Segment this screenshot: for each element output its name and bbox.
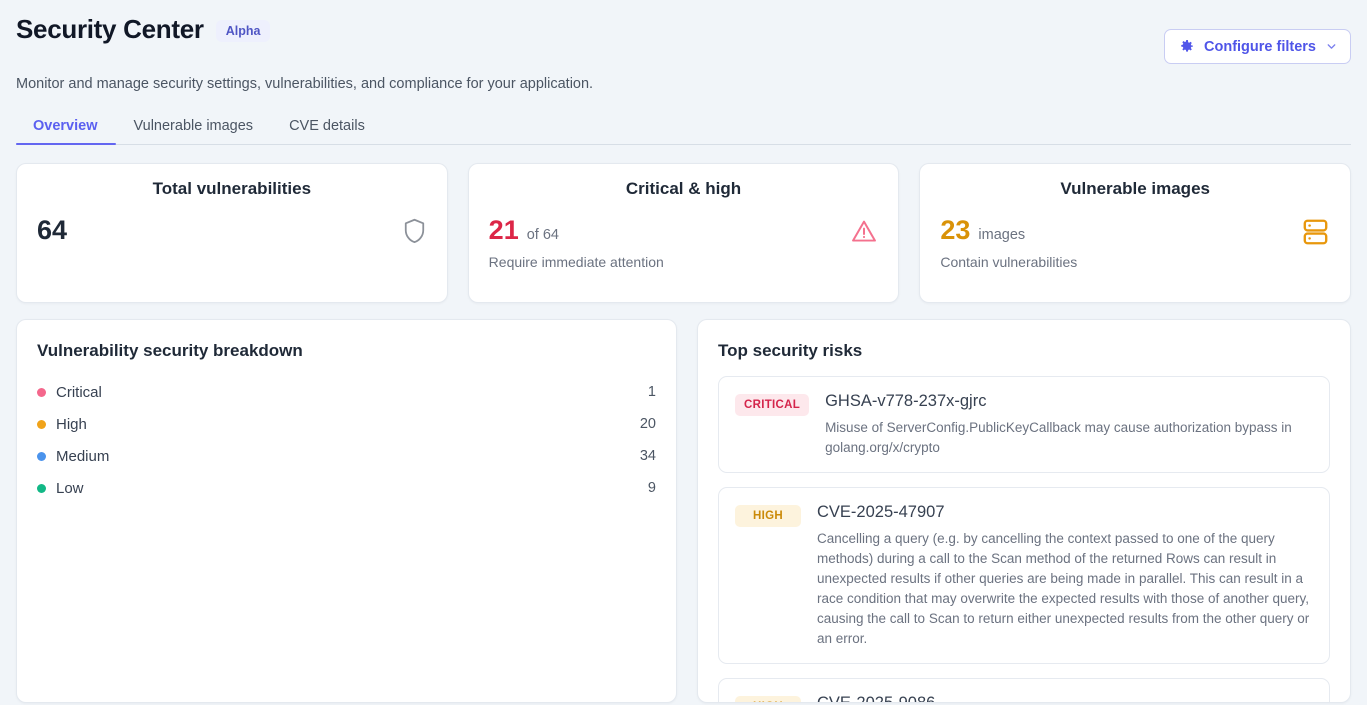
status-badge: HIGH [735,505,801,527]
chevron-down-icon [1325,40,1338,53]
panels-row: Vulnerability security breakdown Critica… [16,319,1351,703]
stat-value: 23 [940,215,971,245]
stat-title: Vulnerable images [1060,179,1210,198]
severity-dot-high [37,419,46,429]
page-header: Security Center Alpha Configure filters [16,0,1351,64]
severity-label: High [56,415,87,433]
page-subtitle: Monitor and manage security settings, vu… [16,76,594,92]
risk-identifier: GHSA-v778-237x-gjrc [825,392,987,410]
stat-value-suffix: images [978,227,1026,243]
severity-label: Low [56,479,84,497]
breakdown-row-medium: Medium 34 [37,440,656,472]
stat-card-vulnerable-images: Vulnerable images 23 images Contain vuln… [919,163,1352,303]
risk-list-item[interactable]: CRITICAL GHSA-v778-237x-gjrc Misuse of S… [718,376,1330,473]
title-group: Security Center Alpha [16,13,271,45]
stat-subtext: Require immediate attention [488,254,664,270]
page-title: Security Center [16,14,204,44]
gear-icon [1178,38,1195,55]
risk-list-item[interactable]: HIGH CVE-2025-9086 [718,678,1330,703]
warning-triangle-icon [850,217,878,245]
stat-card-critical-and-high: Critical & high 21 of 64 Require immedia… [467,163,900,303]
breakdown-row-critical: Critical 1 [37,376,656,408]
severity-count: 20 [639,416,656,432]
alpha-badge: Alpha [215,19,271,43]
risk-description: Misuse of ServerConfig.PublicKeyCallback… [825,420,1292,455]
severity-count: 9 [647,480,656,496]
stat-value: 21 [488,215,519,245]
severity-count: 1 [647,384,656,400]
top-security-risks-panel: Top security risks CRITICAL GHSA-v778-23… [697,319,1351,703]
configure-filters-button[interactable]: Configure filters [1164,29,1351,64]
severity-dot-low [37,483,46,493]
tab-bar: Overview Vulnerable images CVE details [16,111,1351,145]
severity-label: Critical [56,383,102,401]
panel-title: Vulnerability security breakdown [37,341,303,360]
risk-identifier: CVE-2025-47907 [817,503,945,521]
status-badge: HIGH [735,696,801,702]
risk-list-item[interactable]: HIGH CVE-2025-47907 Cancelling a query (… [718,487,1330,664]
risk-description: Cancelling a query (e.g. by cancelling t… [817,531,1310,646]
shield-icon [402,217,427,245]
stat-value: 64 [37,215,68,245]
stat-subtext: Contain vulnerabilities [940,254,1078,270]
stat-card-total-vulnerabilities: Total vulnerabilities 64 [16,163,448,303]
severity-dot-medium [37,451,46,461]
severity-dot-critical [37,387,46,397]
status-badge: CRITICAL [735,394,810,416]
severity-count: 34 [639,448,656,464]
risk-identifier: CVE-2025-9086 [817,694,936,703]
breakdown-row-high: High 20 [37,408,656,440]
stat-cards-row: Total vulnerabilities 64 Critical & high [16,163,1352,303]
breakdown-row-low: Low 9 [37,472,656,504]
tab-vulnerable-images[interactable]: Vulnerable images [133,117,254,134]
stat-title: Critical & high [625,179,742,198]
stat-title: Total vulnerabilities [152,179,312,198]
tab-overview[interactable]: Overview [16,118,116,145]
server-stack-icon [1301,217,1330,247]
configure-filters-label: Configure filters [1204,38,1316,55]
stat-value-suffix: of 64 [526,227,559,243]
tab-cve-details[interactable]: CVE details [289,117,365,134]
severity-label: Medium [56,447,110,465]
panel-title: Top security risks [718,341,863,360]
vulnerability-breakdown-panel: Vulnerability security breakdown Critica… [16,319,677,703]
